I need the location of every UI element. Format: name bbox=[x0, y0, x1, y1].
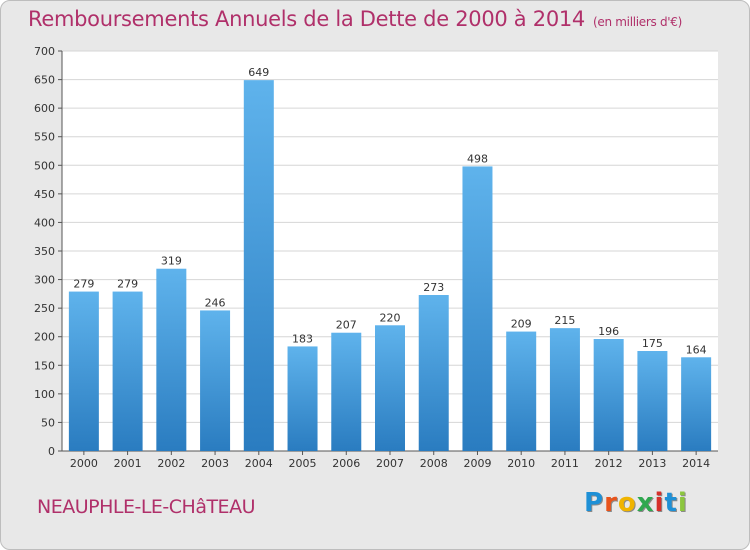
y-tick-label: 0 bbox=[48, 445, 55, 458]
bar bbox=[331, 332, 362, 451]
y-tick-label: 400 bbox=[34, 216, 55, 229]
bar-value-label: 649 bbox=[248, 66, 269, 79]
x-tick-label: 2003 bbox=[201, 457, 229, 470]
x-tick-label: 2008 bbox=[420, 457, 448, 470]
x-tick-label: 2013 bbox=[638, 457, 666, 470]
y-tick-label: 100 bbox=[34, 388, 55, 401]
bar-value-label: 215 bbox=[554, 314, 575, 327]
bar bbox=[68, 291, 99, 451]
place-name: NEAUPHLE-LE-CHâTEAU bbox=[37, 496, 255, 518]
bar-value-label: 273 bbox=[423, 281, 444, 294]
bar-value-label: 196 bbox=[598, 325, 619, 338]
x-tick-label: 2001 bbox=[114, 457, 142, 470]
x-tick-label: 2005 bbox=[289, 457, 317, 470]
y-tick-label: 600 bbox=[34, 102, 55, 115]
bar bbox=[506, 331, 537, 451]
y-tick-label: 300 bbox=[34, 274, 55, 287]
x-tick-label: 2014 bbox=[682, 457, 710, 470]
bar bbox=[243, 80, 274, 452]
x-tick-label: 2011 bbox=[551, 457, 579, 470]
bar-value-label: 207 bbox=[336, 319, 357, 332]
bar bbox=[112, 291, 143, 451]
y-tick-label: 50 bbox=[41, 416, 55, 429]
bar bbox=[681, 357, 712, 451]
bar bbox=[637, 351, 668, 451]
bar-value-label: 279 bbox=[73, 278, 94, 291]
bar-value-label: 279 bbox=[117, 278, 138, 291]
y-tick-label: 700 bbox=[34, 45, 55, 58]
x-tick-label: 2002 bbox=[157, 457, 185, 470]
bar bbox=[200, 310, 231, 451]
bar bbox=[593, 339, 624, 451]
bar-value-label: 246 bbox=[205, 296, 226, 309]
chart-title: Remboursements Annuels de la Dette de 20… bbox=[28, 7, 682, 31]
y-tick-label: 500 bbox=[34, 159, 55, 172]
bar bbox=[375, 325, 405, 451]
bar-value-label: 183 bbox=[292, 332, 313, 345]
bar bbox=[287, 346, 318, 451]
y-tick-label: 250 bbox=[34, 302, 55, 315]
bar-value-label: 164 bbox=[686, 343, 707, 356]
bar-chart: 0 50 100 150 200 250 300 350 400 450 500 550 600 650 7… bbox=[34, 45, 718, 470]
x-tick-label: 2010 bbox=[507, 457, 535, 470]
y-tick-label: 450 bbox=[34, 188, 55, 201]
y-tick-label: 200 bbox=[34, 331, 55, 344]
x-tick-label: 2004 bbox=[245, 457, 273, 470]
bar-value-label: 498 bbox=[467, 152, 488, 165]
bar-value-label: 220 bbox=[380, 311, 401, 324]
x-tick-label: 2006 bbox=[332, 457, 360, 470]
bar bbox=[549, 328, 580, 451]
x-tick-label: 2012 bbox=[595, 457, 623, 470]
x-tick-label: 2007 bbox=[376, 457, 404, 470]
bar-value-label: 209 bbox=[511, 318, 532, 331]
bar-value-label: 319 bbox=[161, 255, 182, 268]
y-tick-label: 550 bbox=[34, 131, 55, 144]
x-tick-label: 2009 bbox=[463, 457, 491, 470]
title-text: Remboursements Annuels de la Dette de 20… bbox=[28, 7, 585, 31]
bar bbox=[418, 295, 449, 451]
y-tick-label: 150 bbox=[34, 359, 55, 372]
bar bbox=[156, 268, 187, 451]
bar bbox=[462, 166, 493, 451]
subtitle-text: (en milliers d'€) bbox=[593, 15, 683, 29]
y-tick-label: 650 bbox=[34, 74, 55, 87]
bar-value-label: 175 bbox=[642, 337, 663, 350]
proxiti-logo: Proxiti bbox=[584, 488, 688, 518]
x-tick-label: 2000 bbox=[70, 457, 98, 470]
y-tick-label: 350 bbox=[34, 245, 55, 258]
